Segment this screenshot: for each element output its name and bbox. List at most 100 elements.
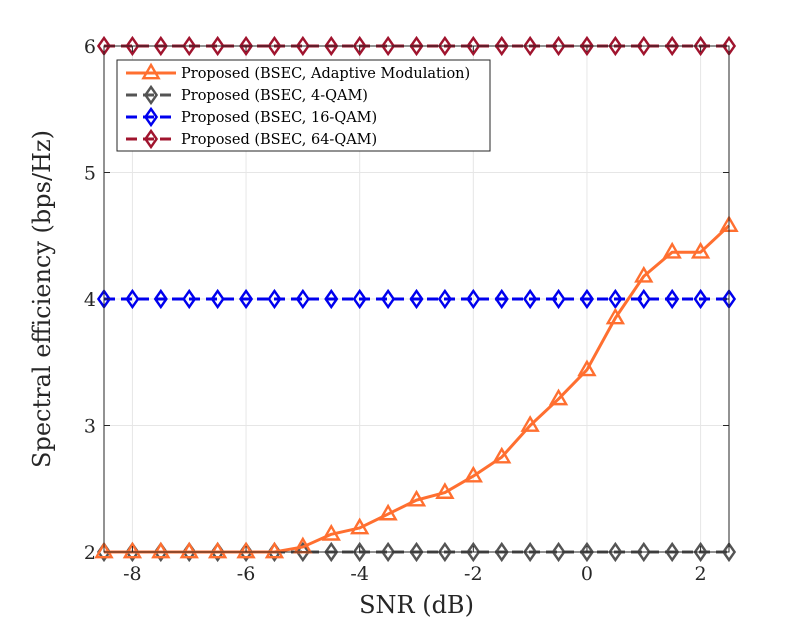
legend-label: Proposed (BSEC, Adaptive Modulation) [181, 66, 470, 82]
data-point-marker [435, 482, 455, 499]
data-point-marker [523, 288, 538, 310]
data-point-marker [523, 35, 538, 57]
data-point-marker [577, 359, 597, 377]
x-axis-label: SNR (dB) [359, 591, 474, 619]
data-point-marker [437, 288, 452, 310]
x-tick-label: -6 [237, 563, 256, 585]
data-point-marker [238, 35, 254, 57]
series-group [94, 215, 739, 559]
data-point-marker [605, 307, 626, 325]
data-point-marker [409, 35, 424, 57]
data-point-marker [634, 265, 654, 283]
data-point-marker [381, 35, 396, 57]
data-point-marker [665, 35, 680, 57]
data-point-marker [264, 541, 285, 559]
data-point-marker [492, 446, 512, 464]
data-point-marker [125, 288, 140, 310]
data-point-marker [210, 35, 225, 57]
data-point-marker [122, 541, 143, 559]
data-point-marker [466, 35, 481, 57]
x-tick-label: -4 [350, 563, 369, 585]
legend-marker [143, 128, 159, 150]
data-point-marker [236, 541, 256, 559]
data-point-marker [381, 288, 396, 310]
data-point-marker [579, 35, 595, 57]
data-point-marker [210, 288, 225, 310]
y-tick-label: 3 [84, 416, 96, 438]
x-tick-label: -2 [464, 563, 483, 585]
data-point-marker [295, 541, 310, 563]
axis-ticks: -8 -6 -4 -2 0 2 2 3 4 5 6 [84, 36, 729, 585]
data-point-marker [182, 288, 197, 310]
data-point-marker [693, 541, 708, 563]
data-point-marker [494, 35, 509, 57]
data-point-marker [665, 541, 680, 563]
legend-entry: Proposed (BSEC, 64-QAM) [126, 128, 377, 150]
data-point-marker [466, 288, 481, 310]
legend-marker [141, 62, 161, 80]
data-point-marker [352, 288, 367, 310]
data-point-marker [267, 35, 282, 57]
data-point-marker [463, 465, 483, 483]
legend-label: Proposed (BSEC, 64-QAM) [181, 132, 377, 148]
data-point-marker [350, 517, 370, 535]
data-point-marker [324, 541, 339, 563]
data-point-marker [579, 288, 595, 310]
legend-entry: Proposed (BSEC, 4-QAM) [126, 84, 368, 106]
x-tick-label: -8 [123, 563, 142, 585]
data-point-marker [153, 288, 168, 310]
data-point-marker [94, 541, 114, 559]
data-point-marker [636, 35, 651, 57]
legend-marker [143, 106, 159, 128]
data-point-marker [321, 523, 341, 541]
legend-label: Proposed (BSEC, 16-QAM) [181, 110, 377, 126]
data-point-marker [381, 541, 396, 563]
data-point-marker [690, 241, 711, 259]
data-point-marker [409, 288, 424, 310]
data-point-marker [721, 541, 737, 563]
data-point-marker [153, 35, 168, 57]
series-group [96, 288, 737, 310]
y-tick-label: 6 [84, 36, 96, 58]
legend-label: Proposed (BSEC, 4-QAM) [181, 88, 368, 104]
data-point-marker [324, 35, 339, 57]
data-point-marker [579, 541, 595, 563]
data-point-marker [406, 489, 427, 507]
data-point-marker [324, 288, 339, 310]
legend-box [116, 59, 491, 152]
data-point-marker [179, 541, 199, 559]
data-point-marker [238, 288, 254, 310]
data-point-marker [151, 541, 171, 559]
data-point-marker [378, 503, 398, 521]
data-point-marker [551, 288, 566, 310]
data-point-marker [267, 288, 282, 310]
data-point-marker [608, 541, 623, 563]
y-tick-label: 5 [84, 163, 96, 185]
data-point-marker [125, 35, 140, 57]
data-point-marker [662, 241, 682, 259]
legend-entry: Proposed (BSEC, 16-QAM) [126, 106, 377, 128]
data-point-marker [608, 288, 623, 310]
legend-marker [143, 84, 159, 106]
data-point-marker [182, 35, 197, 57]
data-point-marker [693, 288, 708, 310]
data-point-marker [548, 388, 569, 406]
data-point-marker [608, 35, 623, 57]
data-point-marker [409, 541, 424, 563]
data-point-marker [295, 288, 310, 310]
data-point-marker [636, 541, 651, 563]
data-point-marker [437, 35, 452, 57]
data-point-marker [494, 288, 509, 310]
data-point-marker [523, 541, 538, 563]
data-point-marker [551, 35, 566, 57]
series-line [104, 224, 731, 554]
y-axis-label: Spectral efficiency (bps/Hz) [28, 130, 56, 468]
data-point-marker [693, 35, 708, 57]
x-tick-label: 2 [695, 563, 707, 585]
legend: Proposed (BSEC, Adaptive Modulation) Prop… [116, 59, 491, 152]
y-tick-label: 4 [84, 289, 96, 311]
y-tick-label: 2 [84, 542, 96, 564]
data-point-marker [352, 35, 367, 57]
data-point-marker [295, 35, 310, 57]
